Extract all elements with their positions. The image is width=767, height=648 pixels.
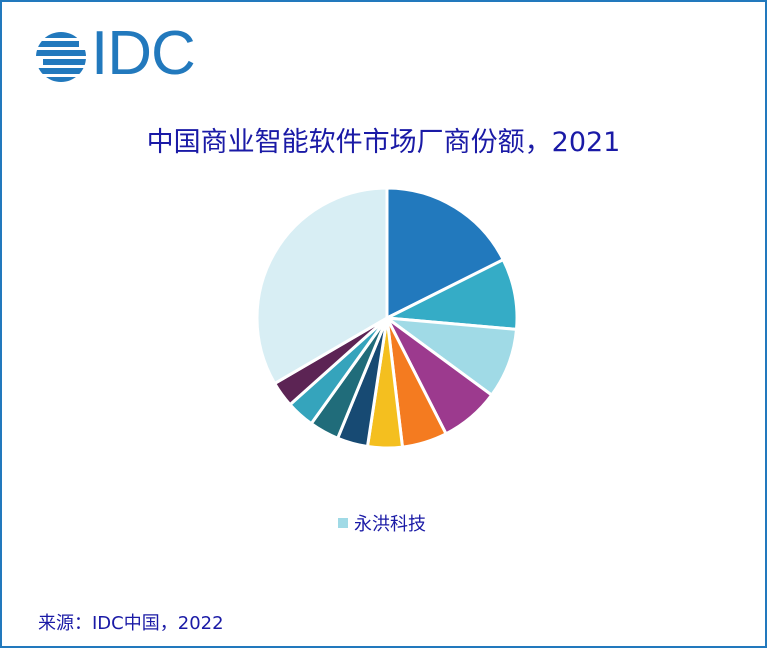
source-note: 来源：IDC中国，2022 xyxy=(38,613,224,634)
chart-title: 中国商业智能软件市场厂商份额，2021 xyxy=(146,127,621,158)
pie-slice xyxy=(255,186,389,385)
globe-icon xyxy=(36,32,86,82)
pie-chart xyxy=(255,186,519,450)
legend-swatch xyxy=(338,518,348,528)
legend-label: 永洪科技 xyxy=(354,514,426,535)
idc-logo: IDC xyxy=(35,23,205,85)
legend: 永洪科技 xyxy=(338,510,426,536)
pie-slice xyxy=(385,186,505,320)
logo-text: IDC xyxy=(91,19,196,88)
